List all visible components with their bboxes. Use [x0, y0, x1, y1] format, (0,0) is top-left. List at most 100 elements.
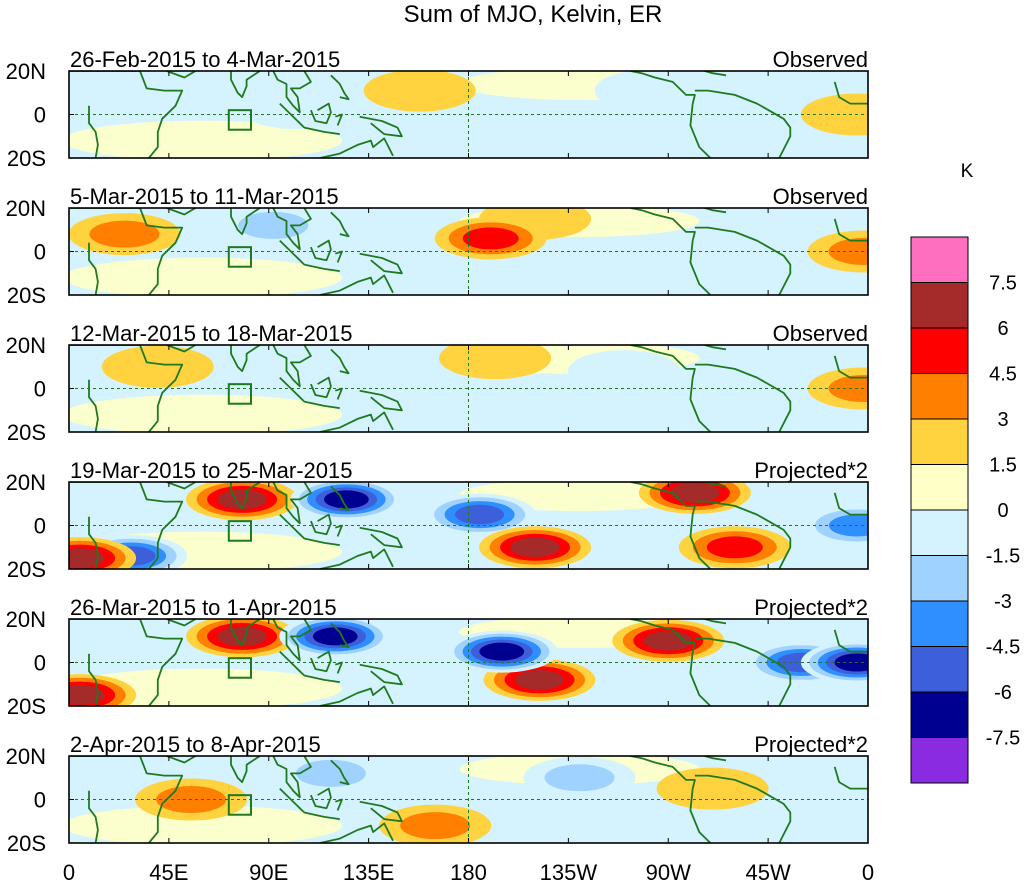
colorbar-swatch	[910, 236, 969, 283]
x-tick-label: 45W	[746, 860, 791, 885]
anomaly-contour	[101, 345, 214, 388]
colorbar-swatch	[910, 691, 969, 738]
colorbar-label: 4.5	[989, 364, 1017, 386]
colorbar-label: -3	[994, 591, 1012, 613]
map-panel: 20N 0 20S 5-Mar-2015 to 11-Mar-2015 Observed	[6, 184, 869, 308]
y-tick-label: 20S	[7, 694, 46, 719]
x-tick-label: 135W	[540, 860, 598, 885]
anomaly-field	[69, 71, 868, 158]
anomaly-contour	[324, 490, 369, 509]
region-box	[227, 109, 252, 131]
anomaly-contour	[439, 345, 552, 380]
anomaly-contour	[643, 631, 693, 651]
y-tick-label: 20N	[6, 333, 46, 358]
panel-label: Observed	[773, 321, 868, 346]
y-tick-label: 20S	[7, 283, 46, 308]
y-tick-label: 0	[34, 377, 46, 402]
colorbar-label: 1.5	[989, 455, 1017, 477]
map-panel: 20N 0 20S 2-Apr-2015 to 8-Apr-2015 Projected…	[6, 732, 869, 856]
y-tick-label: 0	[34, 788, 46, 813]
anomaly-contour	[828, 514, 868, 537]
colorbar-swatch	[910, 737, 969, 784]
panel-period: 26-Mar-2015 to 1-Apr-2015	[70, 595, 337, 620]
x-axis: 0 45E 90E 135E 180 135W 90W 45W 0	[63, 860, 874, 885]
x-tick-label: 180	[450, 860, 487, 885]
region-box	[227, 657, 252, 679]
colorbar-label: 3	[997, 409, 1008, 431]
coastline	[69, 71, 868, 158]
anomaly-field	[69, 345, 868, 432]
map-panel: 20N 0 20S 26-Feb-2015 to 4-Mar-2015 Observed	[6, 47, 869, 171]
y-tick-label: 20N	[6, 607, 46, 632]
panel-period: 12-Mar-2015 to 18-Mar-2015	[70, 321, 352, 346]
y-tick-label: 0	[34, 651, 46, 676]
anomaly-contour	[217, 489, 267, 510]
anomaly-contour	[656, 767, 769, 810]
y-tick-label: 20N	[6, 744, 46, 769]
map-panel: 20N 0 20S 12-Mar-2015 to 18-Mar-2015 Observe…	[6, 321, 869, 445]
anomaly-field	[69, 756, 868, 843]
anomaly-contour	[778, 756, 868, 799]
anomaly-contour	[89, 220, 160, 248]
y-tick-label: 20S	[7, 831, 46, 856]
colorbar-swatch	[910, 282, 969, 329]
panel-label: Observed	[773, 47, 868, 72]
anomaly-contour	[69, 548, 105, 568]
x-tick-label: 90E	[249, 860, 288, 885]
anomaly-contour	[594, 71, 707, 112]
panel-label: Observed	[773, 184, 868, 209]
colorbar-label: -1.5	[986, 546, 1020, 568]
colorbar-label: 0	[997, 500, 1008, 522]
region-box	[227, 520, 252, 542]
colorbar-swatch	[910, 327, 969, 374]
anomaly-contour	[479, 642, 525, 661]
y-tick-label: 0	[34, 514, 46, 539]
anomaly-contour	[455, 504, 505, 525]
anomaly-contour	[828, 238, 868, 265]
y-tick-label: 0	[34, 103, 46, 128]
anomaly-contour	[670, 483, 720, 503]
panel-label: Projected*2	[754, 595, 868, 620]
x-tick-label: 135E	[343, 860, 394, 885]
anomaly-field	[69, 208, 868, 295]
anomaly-contour	[217, 626, 267, 647]
anomaly-contour	[515, 670, 564, 690]
anomaly-contour	[400, 812, 471, 840]
y-tick-label: 20N	[6, 59, 46, 84]
coastline	[69, 345, 868, 432]
x-tick-label: 45E	[149, 860, 188, 885]
anomaly-contour	[544, 764, 615, 792]
x-tick-label: 90W	[646, 860, 691, 885]
colorbar-label: 7.5	[989, 273, 1017, 295]
colorbar-label: -6	[994, 682, 1012, 704]
colorbar-label: 6	[997, 318, 1008, 340]
coastline	[69, 619, 868, 706]
chart-title: Sum of MJO, Kelvin, ER	[404, 1, 663, 28]
map-panels: 20N 0 20S 26-Feb-2015 to 4-Mar-2015 Observed…	[6, 47, 869, 856]
colorbar-units: K	[961, 161, 974, 182]
colorbar-label: -7.5	[986, 728, 1020, 750]
anomaly-contour	[828, 375, 868, 402]
y-tick-label: 20N	[6, 470, 46, 495]
map-panel: 20N 0 20S 19-Mar-2015 to 25-Mar-2015 Project…	[6, 458, 869, 582]
colorbar-swatch	[910, 600, 969, 647]
colorbar-swatch	[910, 464, 969, 511]
colorbar-swatch	[910, 646, 969, 693]
anomaly-contour	[706, 536, 763, 559]
coastline	[69, 208, 868, 295]
panel-label: Projected*2	[754, 732, 868, 757]
anomaly-contour	[462, 227, 519, 250]
panel-label: Projected*2	[754, 458, 868, 483]
anomaly-contour	[363, 71, 476, 112]
y-tick-label: 20N	[6, 196, 46, 221]
anomaly-contour	[312, 627, 358, 646]
map-panel: 20N 0 20S 26-Mar-2015 to 1-Apr-2015 Projecte…	[6, 595, 869, 719]
region-box	[227, 794, 252, 816]
colorbar-swatch	[910, 418, 969, 465]
anomaly-contour	[510, 537, 560, 558]
x-tick-label: 0	[862, 860, 874, 885]
panel-period: 26-Feb-2015 to 4-Mar-2015	[70, 47, 340, 72]
panel-period: 19-Mar-2015 to 25-Mar-2015	[70, 458, 352, 483]
y-tick-label: 20S	[7, 420, 46, 445]
